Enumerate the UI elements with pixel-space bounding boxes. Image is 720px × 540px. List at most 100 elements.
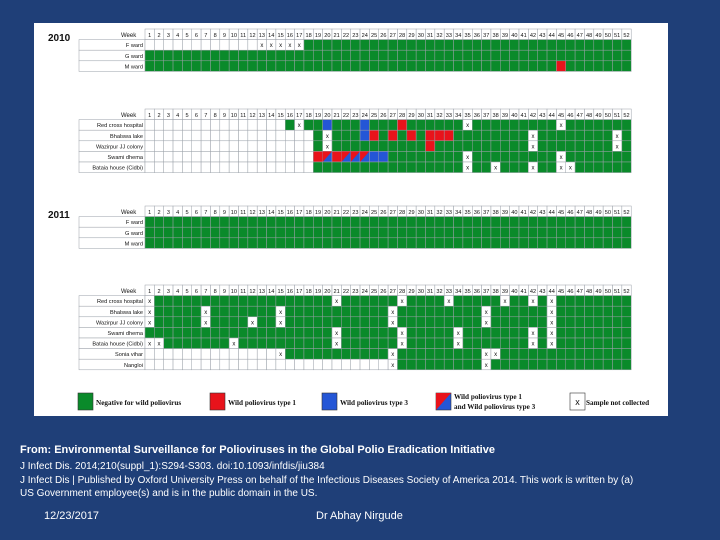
week-cell — [490, 216, 501, 228]
week-cell — [247, 161, 258, 173]
week-cell — [200, 39, 211, 51]
week-cell — [397, 129, 408, 142]
week-cell — [584, 129, 595, 142]
week-cell — [397, 49, 408, 62]
week-cell — [210, 327, 221, 339]
week-cell — [462, 237, 473, 249]
week-number-label: 46 — [567, 113, 573, 119]
week-cell — [565, 305, 576, 318]
week-cell — [182, 337, 192, 349]
week-cell — [247, 237, 258, 249]
week-cell — [453, 226, 464, 239]
footer-author: Dr Abhay Nirgude — [316, 510, 403, 522]
week-cell — [453, 151, 464, 163]
week-cell — [341, 60, 351, 72]
week-cell — [462, 129, 473, 142]
week-cell — [247, 119, 258, 131]
week-cell — [182, 60, 192, 72]
week-cell — [210, 60, 221, 72]
week-cell — [378, 337, 389, 349]
week-number-label: 45 — [558, 113, 564, 119]
week-cell — [350, 119, 361, 131]
not-collected-mark: x — [279, 43, 282, 49]
week-cell — [574, 60, 585, 72]
week-cell — [163, 305, 174, 318]
week-cell — [518, 140, 529, 152]
week-number-label: 51 — [614, 289, 620, 295]
not-collected-mark: x — [532, 331, 535, 337]
week-number-label: 1 — [148, 113, 151, 119]
week-cell — [406, 140, 417, 152]
week-cell — [537, 140, 548, 152]
week-cell — [472, 358, 482, 371]
week-cell — [341, 216, 351, 228]
week-number-label: 5 — [186, 289, 189, 295]
week-cell — [406, 305, 417, 318]
week-cell — [556, 226, 567, 239]
week-cell — [490, 151, 501, 163]
week-cell — [612, 151, 623, 163]
week-cell — [228, 60, 239, 72]
not-collected-mark: x — [466, 166, 469, 172]
week-cell — [266, 295, 277, 307]
week-cell — [397, 358, 408, 371]
week-cell — [556, 337, 567, 349]
week-cell — [350, 49, 361, 62]
week-cell — [537, 316, 548, 328]
week-cell — [322, 226, 333, 239]
week-cell — [565, 226, 576, 239]
week-cell — [256, 216, 267, 228]
week-number-label: 27 — [390, 210, 396, 216]
week-number-label: 42 — [530, 289, 536, 295]
week-cell — [322, 119, 333, 131]
week-number-label: 43 — [539, 113, 545, 119]
week-cell — [303, 337, 314, 349]
week-cell — [172, 237, 183, 249]
surveillance-heatmap: 2010 Week 1 2 3 4 5 6 7 8 9 10 11 12 13 14 15 16 17 18 19 20 2… — [48, 28, 649, 411]
week-number-label: 15 — [277, 210, 283, 216]
week-number-label: 43 — [539, 210, 545, 216]
week-cell — [556, 348, 567, 360]
week-cell — [584, 327, 595, 339]
week-cell — [238, 316, 249, 328]
week-cell — [256, 348, 267, 360]
week-cell — [602, 295, 613, 307]
week-cell — [359, 305, 370, 318]
week-cell — [144, 60, 155, 72]
week-number-label: 13 — [259, 113, 265, 119]
week-cell — [285, 216, 295, 228]
week-number-label: 33 — [446, 210, 452, 216]
week-number-label: 20 — [324, 33, 330, 39]
legend-label: Wild poliovirus type 3 — [340, 399, 408, 407]
not-collected-mark: x — [401, 299, 404, 305]
week-cell — [359, 140, 370, 152]
week-number-label: 8 — [214, 289, 217, 295]
week-cell — [415, 237, 426, 249]
week-cell — [294, 327, 305, 339]
week-cell — [294, 60, 305, 72]
week-cell — [228, 295, 239, 307]
week-cell — [546, 151, 557, 163]
week-cell — [574, 129, 585, 142]
week-number-label: 9 — [223, 210, 226, 216]
week-number-label: 21 — [334, 289, 340, 295]
week-cell — [612, 60, 623, 72]
legend-label: Sample not collected — [586, 399, 649, 407]
week-cell — [621, 60, 632, 72]
week-cell — [322, 358, 333, 371]
week-cell — [182, 348, 192, 360]
week-cell — [565, 151, 576, 163]
week-cell — [406, 129, 417, 142]
week-number-label: 20 — [324, 210, 330, 216]
week-cell — [415, 337, 426, 349]
not-collected-mark: x — [148, 310, 151, 316]
week-cell — [359, 60, 370, 72]
week-cell — [275, 216, 286, 228]
week-number-label: 34 — [455, 289, 461, 295]
not-collected-mark: x — [494, 352, 497, 358]
week-number-label: 18 — [306, 289, 312, 295]
week-cell — [256, 327, 267, 339]
week-cell — [154, 216, 164, 228]
week-cell — [238, 129, 249, 142]
week-cell — [182, 161, 192, 173]
